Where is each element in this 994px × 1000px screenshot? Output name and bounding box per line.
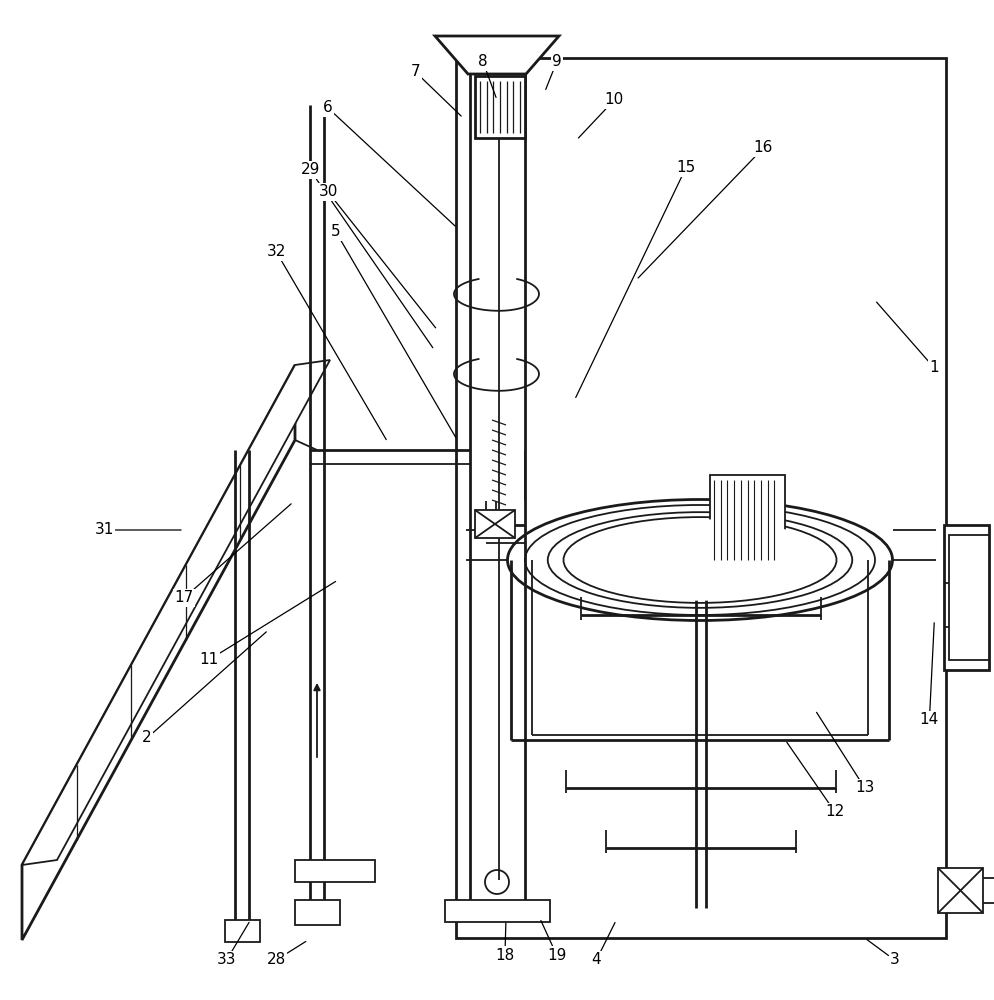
- Text: 30: 30: [318, 184, 435, 328]
- Text: 12: 12: [787, 742, 845, 820]
- Text: 9: 9: [546, 54, 562, 89]
- Text: 17: 17: [174, 504, 291, 605]
- Polygon shape: [22, 365, 295, 940]
- Text: 13: 13: [817, 712, 875, 796]
- Text: 32: 32: [266, 244, 387, 440]
- Bar: [475, 510, 515, 538]
- Ellipse shape: [571, 519, 830, 601]
- Bar: [938, 868, 983, 913]
- Text: 14: 14: [919, 623, 939, 728]
- Text: 11: 11: [199, 581, 336, 668]
- Text: 3: 3: [867, 940, 900, 968]
- Text: 33: 33: [217, 922, 249, 968]
- Text: 16: 16: [638, 140, 773, 278]
- Bar: [295, 900, 340, 925]
- Bar: [456, 58, 946, 938]
- Text: 19: 19: [541, 921, 567, 962]
- Text: 8: 8: [478, 54, 496, 97]
- Bar: [949, 535, 989, 660]
- Text: 1: 1: [877, 302, 939, 375]
- Text: 2: 2: [142, 632, 266, 746]
- Bar: [944, 525, 989, 670]
- Text: 5: 5: [331, 225, 456, 438]
- Bar: [700, 565, 795, 585]
- Polygon shape: [435, 36, 559, 74]
- Polygon shape: [22, 360, 330, 865]
- Text: 28: 28: [266, 941, 306, 968]
- Text: 29: 29: [300, 162, 432, 348]
- Bar: [475, 76, 525, 138]
- Bar: [225, 920, 260, 942]
- Bar: [466, 525, 936, 595]
- Text: 31: 31: [94, 522, 181, 538]
- Text: 4: 4: [591, 922, 615, 968]
- Bar: [710, 475, 785, 565]
- Bar: [295, 860, 375, 882]
- Text: 18: 18: [495, 923, 515, 962]
- Text: 15: 15: [576, 160, 696, 397]
- Text: 6: 6: [323, 101, 455, 226]
- Text: 7: 7: [411, 64, 461, 116]
- Bar: [445, 900, 550, 922]
- Text: 10: 10: [579, 93, 624, 138]
